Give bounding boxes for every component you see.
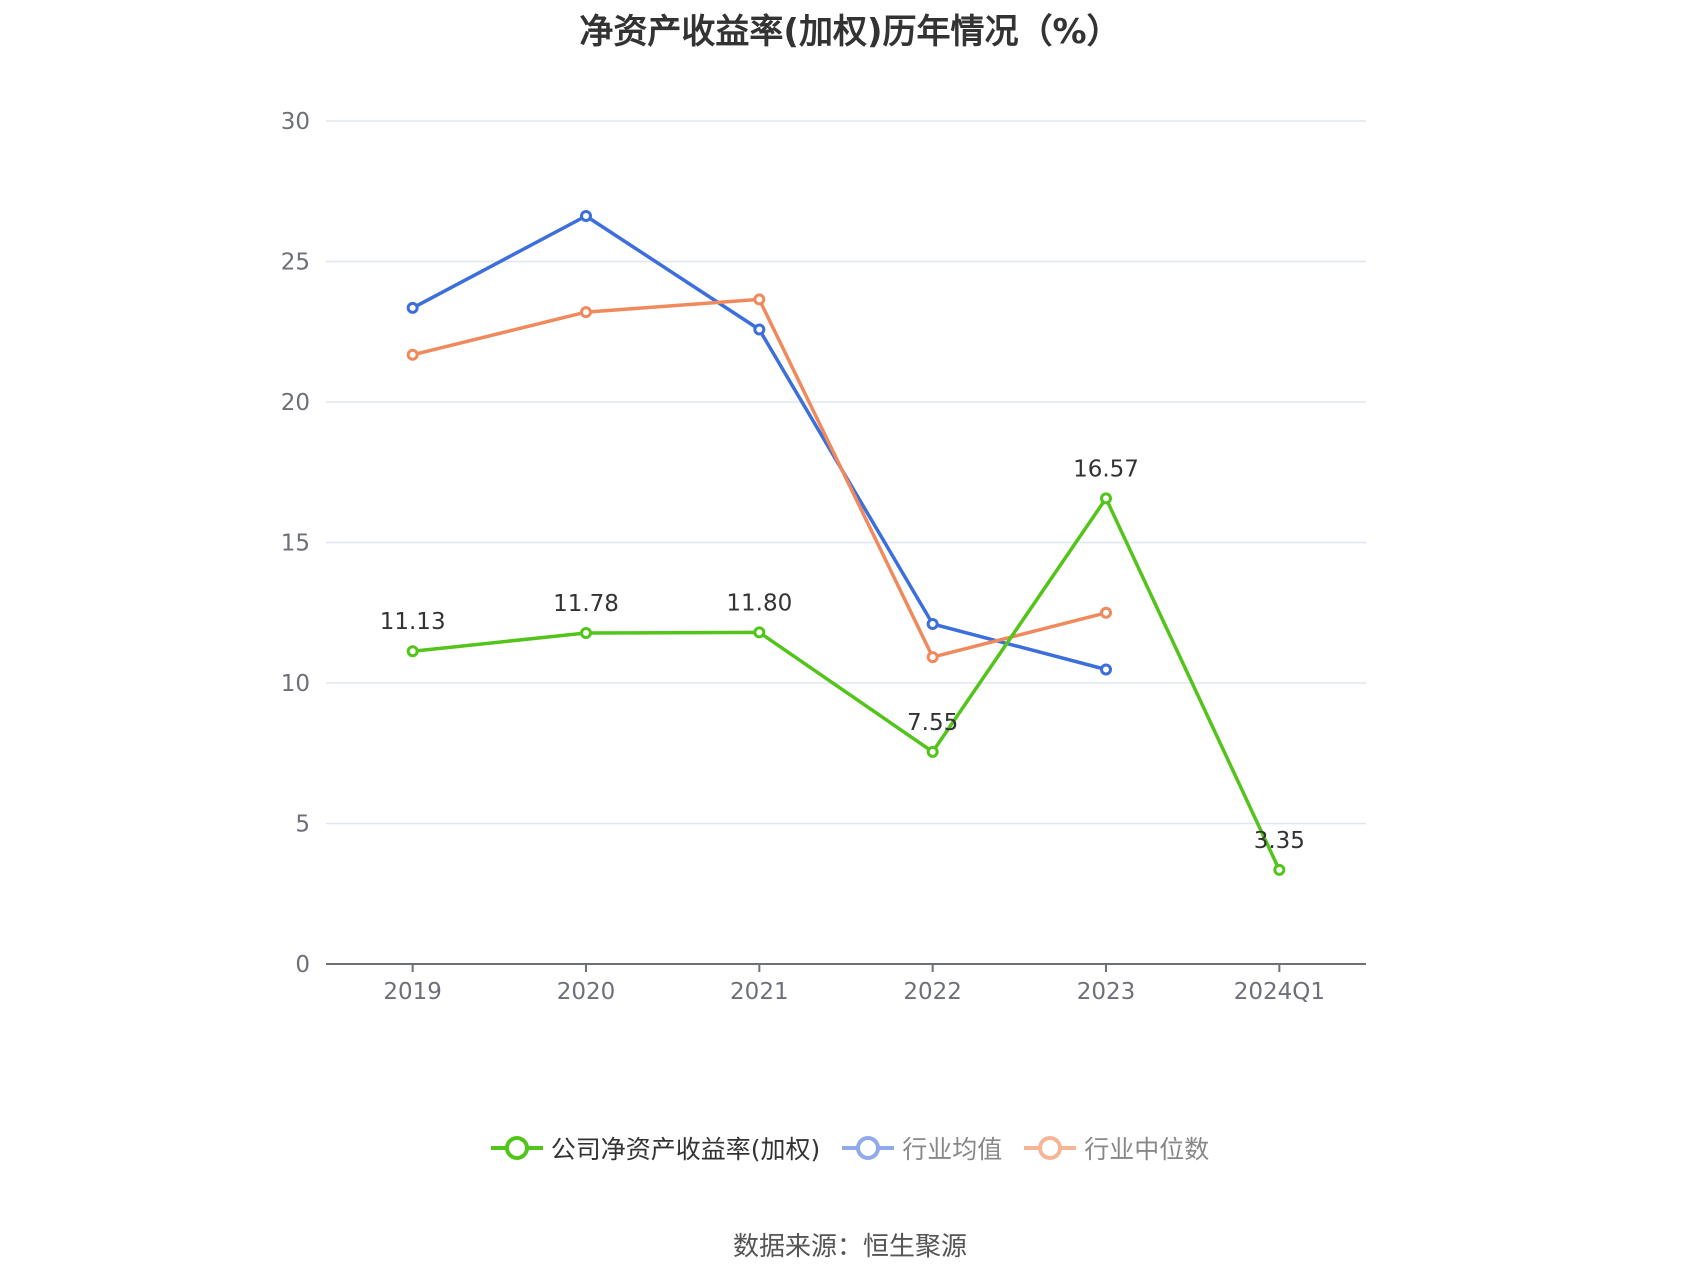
y-tick-label: 5: [295, 812, 310, 838]
data-point: [580, 306, 592, 319]
data-label: 11.78: [553, 591, 619, 617]
data-point: [406, 301, 419, 314]
data-point: [753, 323, 766, 336]
legend-label-industry-median: 行业中位数: [1084, 1135, 1210, 1164]
y-tick-label: 10: [281, 671, 310, 697]
data-label: 7.55: [907, 710, 958, 736]
legend-item-company[interactable]: 公司净资产收益率(加权): [490, 1130, 821, 1166]
data-label: 11.80: [726, 590, 792, 616]
data-point: [926, 651, 939, 664]
data-source: 数据来源：恒生聚源: [732, 1232, 967, 1262]
data-point: [926, 745, 939, 758]
data-point: [753, 626, 766, 639]
data-point: [753, 293, 766, 306]
y-tick-label: 25: [281, 250, 310, 276]
y-tick-label: 30: [281, 109, 310, 135]
data-label: 16.57: [1073, 456, 1139, 482]
y-tick-label: 15: [281, 531, 310, 557]
x-tick-label: 2021: [730, 979, 789, 1005]
grid-lines: [326, 120, 1366, 825]
y-tick-label: 0: [295, 952, 310, 978]
data-point: [926, 617, 939, 630]
data-labels: 11.13 11.78 11.80 7.55 16.57 3.35: [380, 456, 1305, 853]
y-tick-label: 20: [281, 390, 310, 416]
data-label: 3.35: [1254, 828, 1305, 854]
x-axis: 2019 2020 2021 2022 2023 2024Q1: [326, 963, 1366, 1005]
legend-label-industry-avg: 行业均值: [902, 1135, 1003, 1164]
data-point: [1273, 863, 1286, 876]
legend-item-industry-median[interactable]: 行业中位数: [1024, 1130, 1209, 1166]
legend-line-circle-icon: [490, 1136, 543, 1160]
chart-title: 净资产收益率(加权)历年情况（%）: [579, 12, 1121, 52]
data-point: [580, 209, 592, 222]
legend-line-circle-icon: [1024, 1136, 1077, 1160]
data-point: [1100, 492, 1112, 505]
data-point: [1100, 663, 1112, 676]
x-tick-label: 2020: [557, 979, 616, 1005]
data-point: [406, 348, 419, 361]
series-line-0: [412, 496, 1281, 871]
x-tick-label: 2022: [903, 979, 962, 1005]
legend-label-company: 公司净资产收益率(加权): [550, 1135, 821, 1164]
data-point: [1100, 606, 1112, 619]
series-layer: [406, 209, 1286, 876]
legend: 公司净资产收益率(加权) 行业均值 行业中位数: [0, 1130, 1700, 1166]
data-point: [406, 645, 419, 658]
x-tick-label: 2019: [383, 979, 442, 1005]
x-tick-label: 2024Q1: [1234, 979, 1325, 1005]
data-label: 11.13: [380, 609, 446, 635]
legend-item-industry-avg[interactable]: 行业均值: [842, 1130, 1002, 1166]
y-axis: 0 5 10 15 20 25 30: [281, 109, 310, 978]
data-point: [580, 626, 592, 639]
x-tick-label: 2023: [1077, 979, 1136, 1005]
legend-line-circle-icon: [842, 1136, 895, 1160]
